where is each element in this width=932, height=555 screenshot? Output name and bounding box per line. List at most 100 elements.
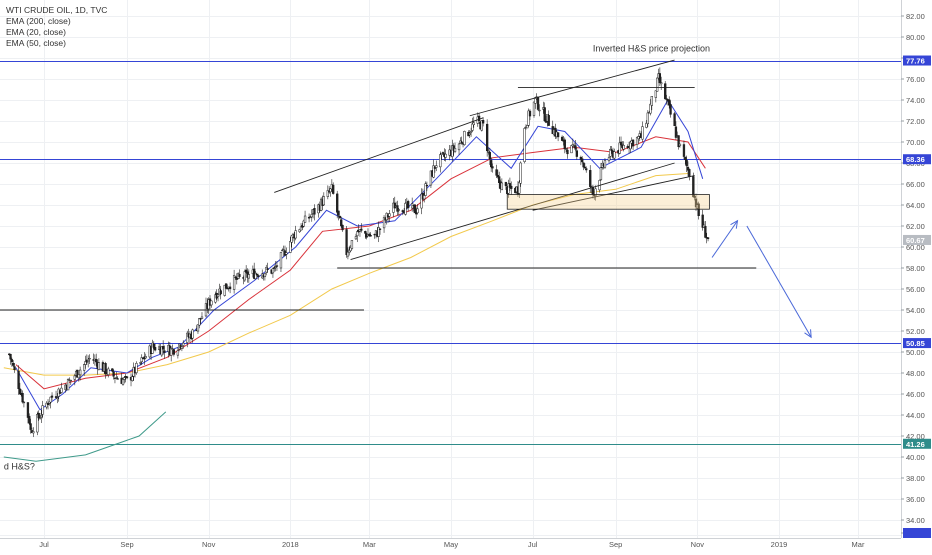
- candle-body: [45, 402, 48, 408]
- candle-body: [349, 247, 352, 252]
- level-label-box-0: [903, 55, 931, 66]
- price-axis-bg: [901, 0, 932, 550]
- candle-body: [172, 349, 176, 355]
- price-tick-label-18: 46.00: [906, 390, 925, 399]
- candle-body: [498, 176, 501, 184]
- candle-body: [41, 405, 44, 415]
- candle-body: [684, 157, 687, 160]
- candle-body: [471, 123, 474, 131]
- candle-body: [609, 148, 612, 157]
- candle-body: [547, 115, 550, 126]
- candle-body: [658, 73, 662, 84]
- candle-body: [396, 205, 399, 212]
- time-tick-label-5: May: [444, 540, 458, 549]
- candle-body: [635, 137, 639, 145]
- candle-body: [95, 358, 98, 363]
- candle-body: [673, 113, 676, 127]
- candle-body: [538, 109, 541, 112]
- candle-body: [660, 82, 663, 85]
- candle-body: [507, 183, 510, 194]
- candle-body: [223, 284, 226, 296]
- candle-body: [340, 219, 343, 227]
- candle-body: [255, 273, 259, 276]
- candle-body: [313, 208, 316, 215]
- candle-body: [685, 159, 688, 167]
- candle-body: [416, 208, 419, 214]
- candle-body: [518, 181, 521, 194]
- projection-arrowhead-1: [804, 329, 812, 339]
- candle-body: [432, 165, 435, 178]
- candle-body: [216, 294, 220, 297]
- candle-body: [49, 396, 52, 403]
- level-label-2: 50.85: [906, 339, 925, 348]
- candle-body: [60, 387, 63, 393]
- price-tick-label-20: 42.00: [906, 432, 925, 441]
- candle-body: [364, 231, 367, 234]
- candle-body: [40, 415, 43, 418]
- candle-body: [460, 141, 463, 144]
- candle-body: [135, 363, 138, 373]
- candle-body: [508, 183, 512, 188]
- candle-body: [425, 184, 429, 187]
- candle-body: [66, 378, 70, 391]
- candle-body: [452, 145, 455, 151]
- time-axis: Jul Sep Nov 2018 Mar May Jul Sep Nov 2019 Mar: [0, 538, 901, 549]
- level-label-box-3: [903, 438, 931, 449]
- chart-legend: WTI CRUDE OIL, 1D, TVC EMA (200, close) …: [6, 5, 107, 49]
- candle-body: [487, 151, 490, 153]
- candle-body: [629, 141, 632, 150]
- candle-body: [706, 237, 710, 240]
- price-tick-label-9: 64.00: [906, 201, 925, 210]
- candle-body: [299, 226, 303, 231]
- ema200-line: [3, 173, 689, 376]
- candle-body: [369, 235, 372, 237]
- candle-body: [144, 356, 147, 359]
- time-tick-label-1: Sep: [120, 540, 133, 549]
- candle-body: [36, 413, 39, 433]
- price-tick-label-8: 66.00: [906, 180, 925, 189]
- candle-body: [618, 142, 621, 154]
- candle-body: [38, 417, 42, 420]
- candle-body: [665, 98, 668, 100]
- candle-body: [214, 294, 217, 303]
- candle-body: [377, 227, 380, 237]
- candle-body: [271, 268, 275, 274]
- candle-body: [196, 324, 200, 332]
- price-tick-label-12: 58.00: [906, 264, 925, 273]
- candle-body: [532, 101, 536, 116]
- candle-body: [575, 150, 578, 157]
- candle-body: [198, 318, 201, 326]
- support-zone: [506, 194, 710, 210]
- candle-body: [594, 188, 597, 196]
- price-tick-label-24: 34.00: [906, 516, 925, 525]
- candle-body: [669, 104, 672, 115]
- candle-body: [131, 376, 134, 381]
- projection-arrowhead-0: [730, 219, 739, 229]
- candle-body: [582, 162, 585, 168]
- candle-body: [668, 99, 671, 106]
- projection-arrow-0: [711, 220, 738, 258]
- candle-body: [224, 283, 228, 289]
- candle-body: [693, 196, 696, 198]
- candle-body: [303, 215, 307, 223]
- candle-body: [48, 401, 51, 404]
- candle-body: [560, 136, 564, 141]
- candle-body: [382, 217, 386, 229]
- candle-body: [282, 249, 285, 251]
- candles: [8, 67, 710, 438]
- candle-body: [510, 185, 513, 189]
- candle-body: [423, 195, 426, 200]
- candle-body: [603, 160, 607, 168]
- candle-body: [528, 110, 532, 117]
- candle-body: [18, 388, 22, 395]
- candle-body: [453, 148, 457, 152]
- candle-body: [87, 360, 90, 362]
- price-tick-label-19: 44.00: [906, 411, 925, 420]
- candle-body: [69, 379, 72, 382]
- candle-body: [420, 193, 423, 209]
- indicator-ema200: EMA (200, close): [6, 16, 71, 26]
- candle-body: [404, 202, 407, 215]
- price-tick-label-5: 72.00: [906, 117, 925, 126]
